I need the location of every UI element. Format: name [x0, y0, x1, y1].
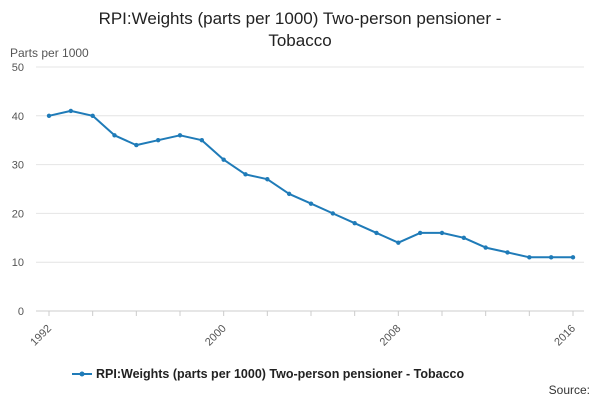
data-point[interactable]	[68, 108, 74, 114]
x-tick-label: 2008	[378, 323, 404, 349]
data-point[interactable]	[177, 133, 183, 138]
data-point[interactable]	[221, 157, 226, 162]
data-point[interactable]	[243, 172, 248, 177]
data-point[interactable]	[155, 138, 161, 143]
data-point[interactable]	[308, 201, 314, 206]
y-tick-label: 30	[12, 160, 24, 172]
axes	[36, 310, 584, 316]
y-tick-label: 10	[12, 257, 24, 269]
x-axis-ticks: 1992 2000 2008 2016	[28, 323, 578, 349]
y-axis-ticks: 0 10 20 30 40 50	[12, 62, 24, 318]
source-label: Source:	[549, 383, 590, 397]
data-point[interactable]	[505, 250, 510, 255]
data-point[interactable]	[134, 142, 139, 148]
legend-marker-icon	[79, 371, 85, 377]
data-point[interactable]	[199, 138, 205, 143]
chart-title-line-2: Tobacco	[268, 31, 331, 50]
data-point[interactable]	[374, 230, 379, 236]
data-point[interactable]	[461, 235, 467, 240]
y-tick-label: 0	[18, 306, 24, 318]
series-line	[48, 109, 573, 259]
x-tick-label: 2016	[552, 323, 578, 349]
data-point[interactable]	[90, 113, 95, 119]
data-point[interactable]	[396, 240, 401, 245]
legend[interactable]: RPI:Weights (parts per 1000) Two-person …	[72, 367, 464, 381]
y-tick-label: 40	[12, 111, 24, 123]
y-axis-label: Parts per 1000	[10, 46, 89, 60]
chart-title-line-1: RPI:Weights (parts per 1000) Two-person …	[99, 9, 502, 28]
data-point[interactable]	[483, 245, 488, 250]
data-point[interactable]	[527, 255, 532, 260]
data-point[interactable]	[417, 230, 423, 236]
data-point[interactable]	[265, 177, 270, 182]
data-point[interactable]	[548, 255, 554, 260]
gridlines	[36, 66, 584, 263]
x-tick-label: 1992	[28, 323, 54, 349]
y-tick-label: 50	[12, 62, 24, 74]
x-tick-label: 2000	[203, 323, 229, 349]
data-point[interactable]	[286, 191, 292, 197]
data-point[interactable]	[330, 211, 336, 216]
data-point[interactable]	[112, 133, 117, 138]
data-point[interactable]	[439, 230, 445, 236]
legend-label: RPI:Weights (parts per 1000) Two-person …	[96, 367, 464, 381]
data-point[interactable]	[46, 113, 52, 119]
data-point[interactable]	[352, 220, 357, 226]
series-layer	[46, 108, 576, 260]
data-point[interactable]	[570, 255, 576, 260]
y-tick-label: 20	[12, 208, 24, 220]
